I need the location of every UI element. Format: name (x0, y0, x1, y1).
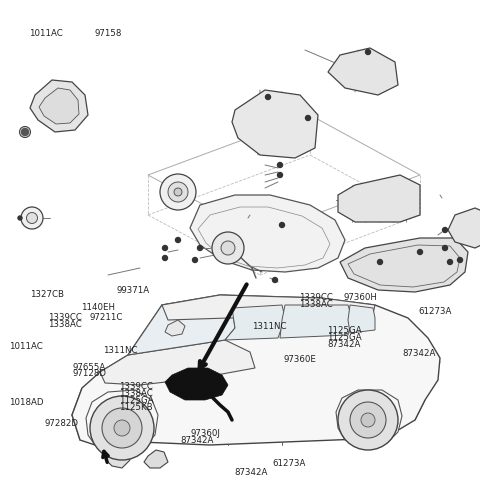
Polygon shape (165, 320, 185, 336)
Text: 1339CC: 1339CC (299, 293, 333, 302)
Text: 97211C: 97211C (89, 313, 123, 322)
Text: 1125KB: 1125KB (119, 403, 153, 412)
Polygon shape (336, 390, 402, 442)
Text: 1311NC: 1311NC (252, 322, 286, 331)
Polygon shape (280, 305, 352, 338)
Circle shape (277, 163, 283, 168)
Polygon shape (30, 80, 88, 132)
Circle shape (305, 116, 311, 121)
Polygon shape (106, 450, 130, 468)
Text: 1018AD: 1018AD (9, 398, 43, 407)
Text: 1338AC: 1338AC (48, 320, 82, 329)
Circle shape (265, 95, 271, 100)
Text: 97655A: 97655A (73, 363, 106, 372)
Polygon shape (144, 450, 168, 468)
Circle shape (163, 246, 168, 250)
Text: 61273A: 61273A (419, 307, 452, 316)
Circle shape (443, 228, 447, 233)
Text: 1327CB: 1327CB (30, 290, 64, 299)
Polygon shape (190, 195, 345, 272)
Circle shape (443, 246, 447, 250)
Circle shape (447, 259, 453, 264)
Text: 97282D: 97282D (44, 419, 78, 428)
Text: 97360E: 97360E (283, 355, 316, 364)
Circle shape (109, 455, 115, 460)
Polygon shape (225, 305, 285, 340)
Circle shape (18, 216, 22, 220)
Text: 97360H: 97360H (344, 293, 378, 302)
Circle shape (174, 188, 182, 196)
Polygon shape (328, 48, 398, 95)
Circle shape (338, 390, 398, 450)
Polygon shape (165, 368, 228, 400)
Polygon shape (340, 238, 468, 292)
Circle shape (163, 255, 168, 260)
Circle shape (279, 223, 285, 228)
Text: 1140EH: 1140EH (81, 303, 115, 312)
Circle shape (350, 402, 386, 438)
Text: 1338AC: 1338AC (119, 389, 153, 398)
Circle shape (26, 212, 37, 224)
Text: 87342A: 87342A (327, 340, 361, 349)
Circle shape (365, 50, 371, 55)
Polygon shape (348, 305, 375, 333)
Text: 97360J: 97360J (190, 429, 220, 438)
Circle shape (457, 257, 463, 262)
Polygon shape (448, 208, 480, 248)
Circle shape (176, 238, 180, 243)
Text: 1311NC: 1311NC (103, 346, 138, 355)
Text: 99371A: 99371A (116, 286, 149, 295)
Circle shape (377, 259, 383, 264)
Circle shape (361, 413, 375, 427)
Text: 1011AC: 1011AC (29, 29, 62, 38)
Text: 87342A: 87342A (402, 349, 436, 358)
Polygon shape (162, 295, 375, 320)
Polygon shape (86, 390, 158, 445)
Circle shape (273, 277, 277, 283)
Circle shape (168, 182, 188, 202)
Polygon shape (39, 88, 79, 124)
Circle shape (20, 126, 31, 137)
Circle shape (90, 396, 154, 460)
Polygon shape (128, 295, 235, 355)
Text: 1125GA: 1125GA (327, 333, 362, 342)
Polygon shape (338, 175, 420, 222)
Circle shape (418, 249, 422, 254)
Circle shape (22, 128, 28, 135)
Text: 61273A: 61273A (273, 459, 306, 468)
Polygon shape (232, 90, 318, 158)
Text: 1339CC: 1339CC (119, 382, 153, 391)
Polygon shape (100, 340, 255, 385)
Circle shape (197, 246, 203, 250)
Circle shape (221, 241, 235, 255)
Circle shape (212, 232, 244, 264)
Text: 1339CC: 1339CC (48, 313, 82, 322)
Text: 1125GA: 1125GA (119, 396, 154, 405)
Text: 97128D: 97128D (73, 370, 107, 378)
Circle shape (102, 408, 142, 448)
Circle shape (277, 173, 283, 178)
Polygon shape (72, 295, 440, 445)
Text: 87342A: 87342A (234, 468, 268, 477)
Text: 97158: 97158 (94, 29, 121, 38)
Text: 1338AC: 1338AC (299, 300, 332, 309)
Text: 1011AC: 1011AC (9, 342, 42, 351)
Circle shape (160, 174, 196, 210)
Text: 1125GA: 1125GA (327, 326, 362, 335)
Circle shape (114, 420, 130, 436)
Circle shape (192, 257, 197, 262)
Circle shape (21, 207, 43, 229)
Text: 87342A: 87342A (180, 436, 214, 445)
